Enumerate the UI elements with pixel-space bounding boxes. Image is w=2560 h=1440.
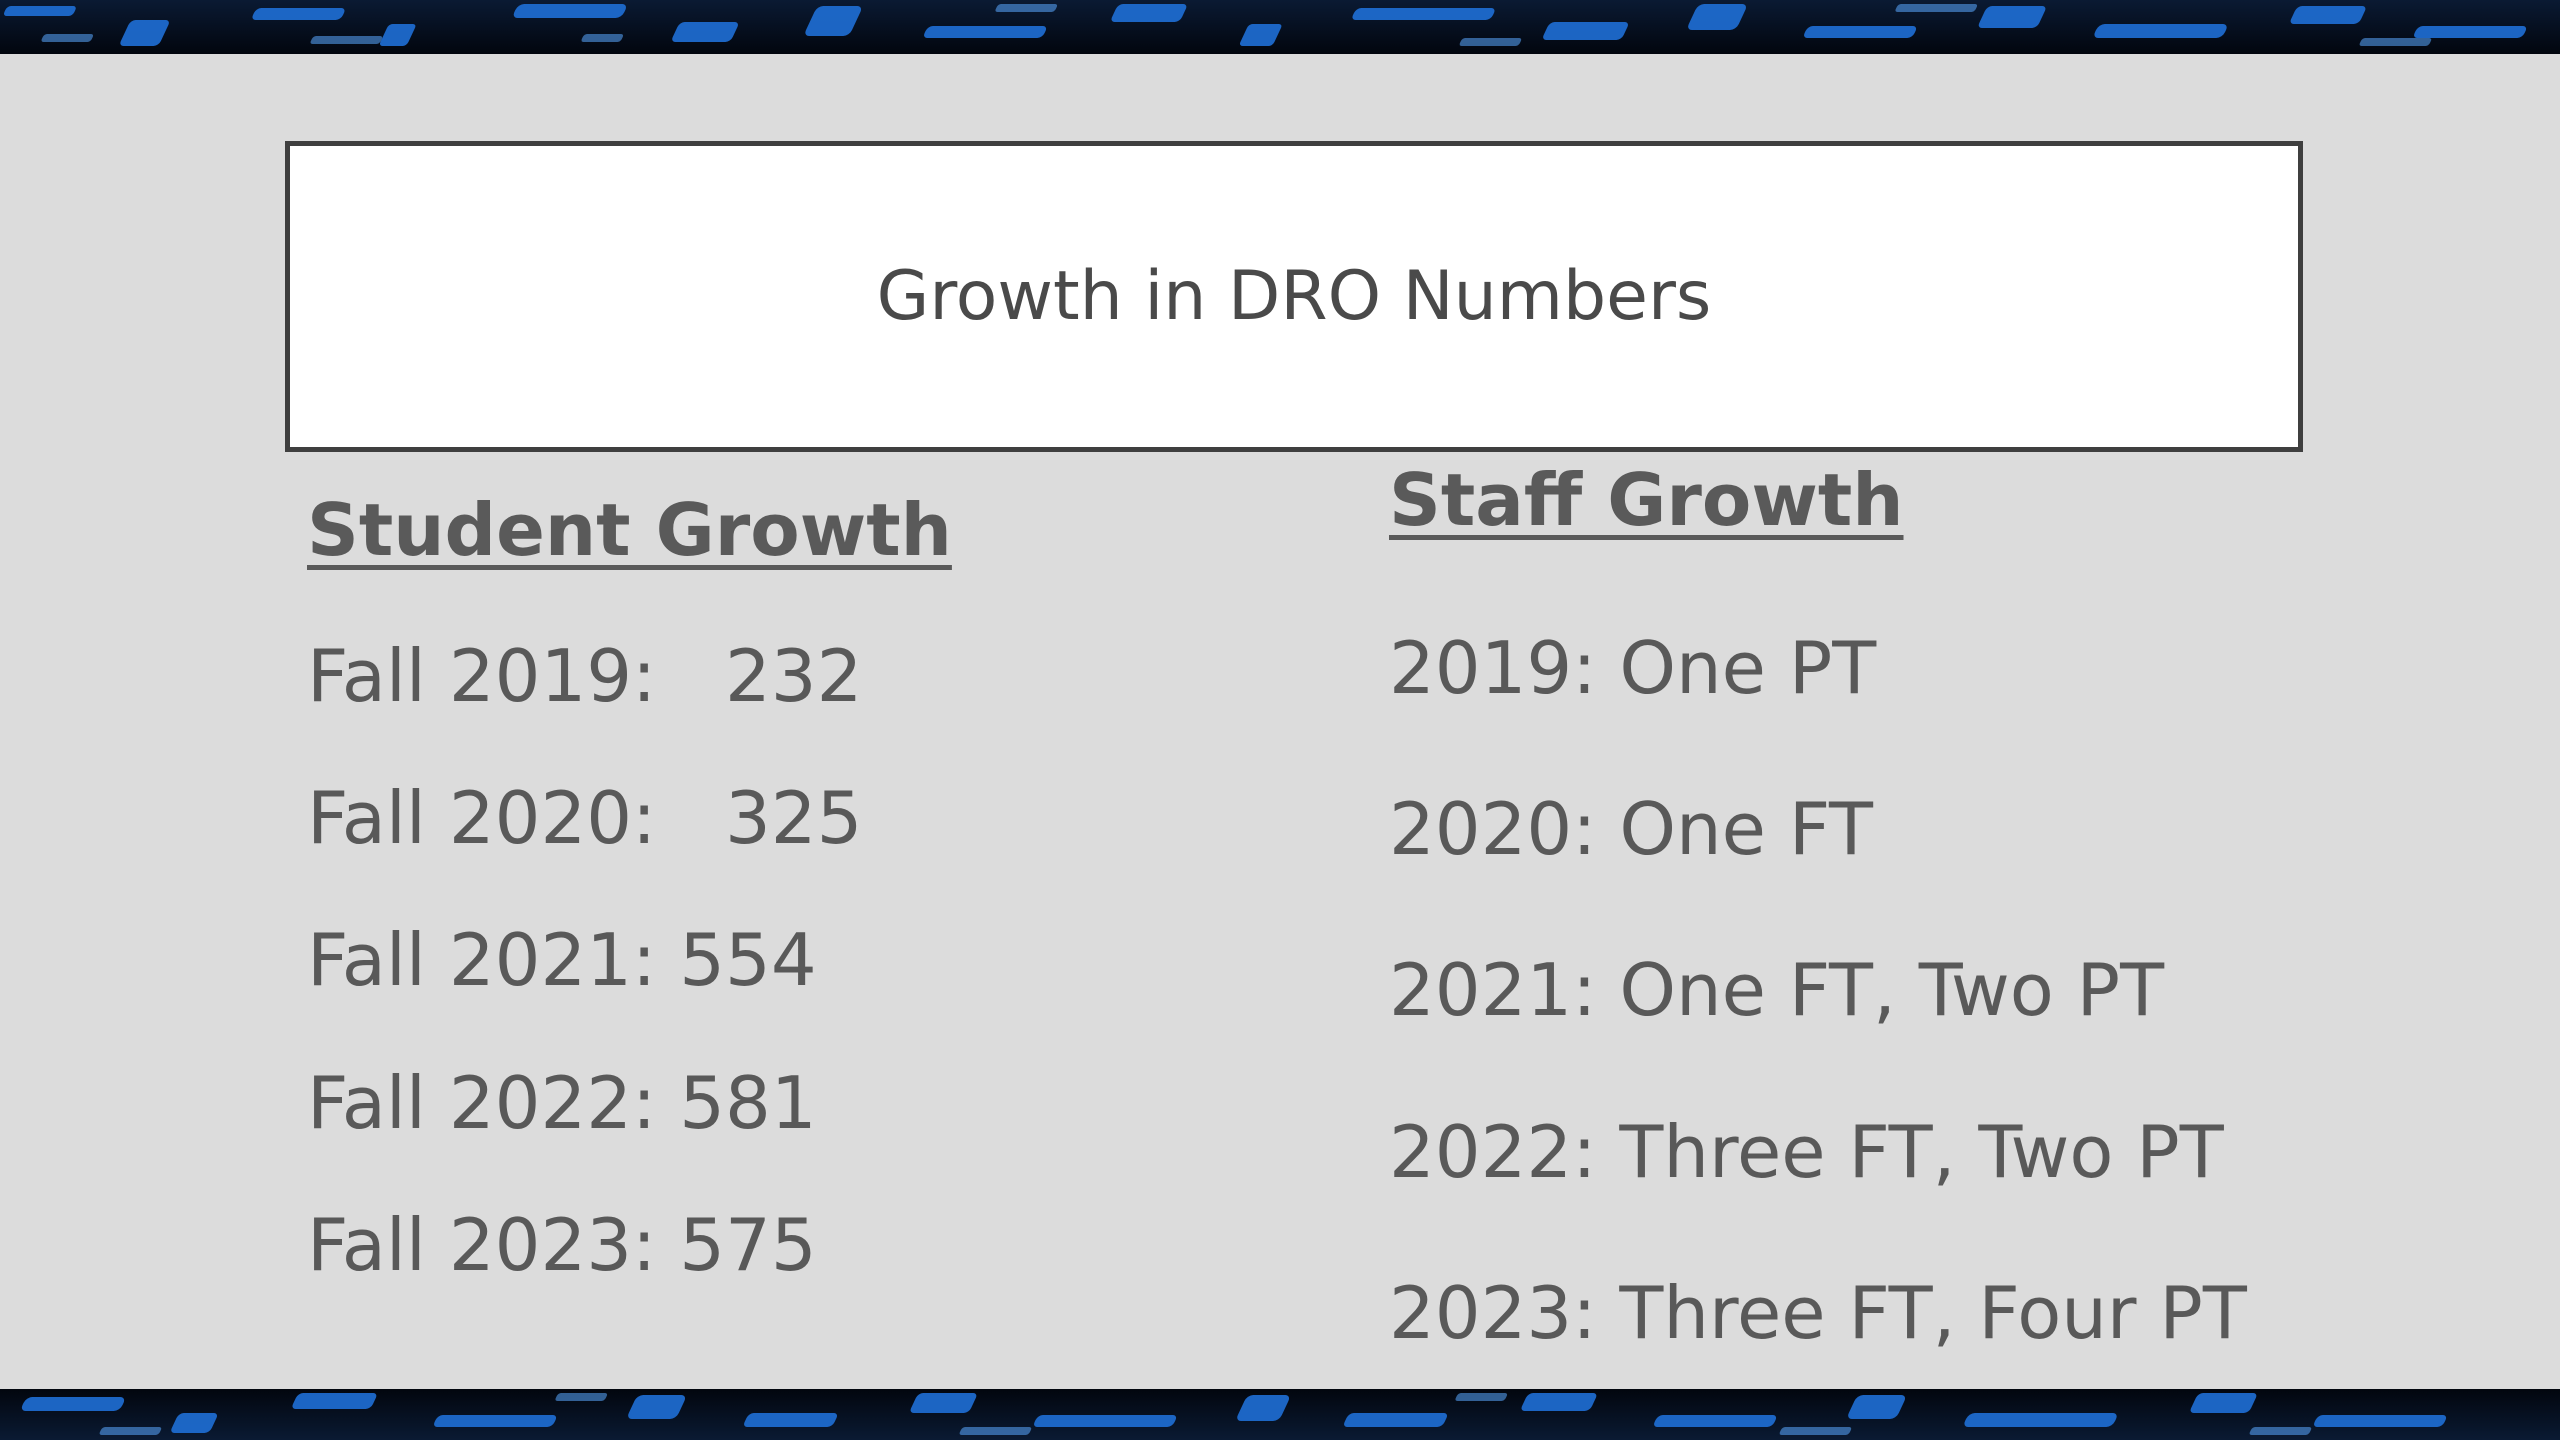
student-growth-row: Fall 2022: 581: [307, 1061, 817, 1145]
staff-growth-heading: Staff Growth: [1389, 458, 1904, 542]
binary-pattern-bottom: [0, 1389, 2560, 1440]
bottom-decorative-band: [0, 1389, 2560, 1440]
staff-growth-row: 2022: Three FT, Two PT: [1389, 1110, 2224, 1194]
binary-pattern-top: [0, 0, 2560, 54]
student-growth-row: Fall 2020: 325: [307, 776, 863, 860]
staff-growth-row: 2023: Three FT, Four PT: [1389, 1271, 2247, 1355]
staff-growth-row: 2019: One PT: [1389, 626, 1877, 710]
student-growth-row: Fall 2019: 232: [307, 634, 863, 718]
student-growth-heading: Student Growth: [307, 488, 952, 572]
student-growth-row: Fall 2023: 575: [307, 1203, 817, 1287]
slide-title: Growth in DRO Numbers: [876, 257, 1712, 336]
title-box: Growth in DRO Numbers: [285, 141, 2303, 452]
staff-growth-row: 2020: One FT: [1389, 787, 1873, 871]
staff-growth-row: 2021: One FT, Two PT: [1389, 948, 2165, 1032]
student-growth-row: Fall 2021: 554: [307, 918, 817, 1002]
top-decorative-band: [0, 0, 2560, 54]
